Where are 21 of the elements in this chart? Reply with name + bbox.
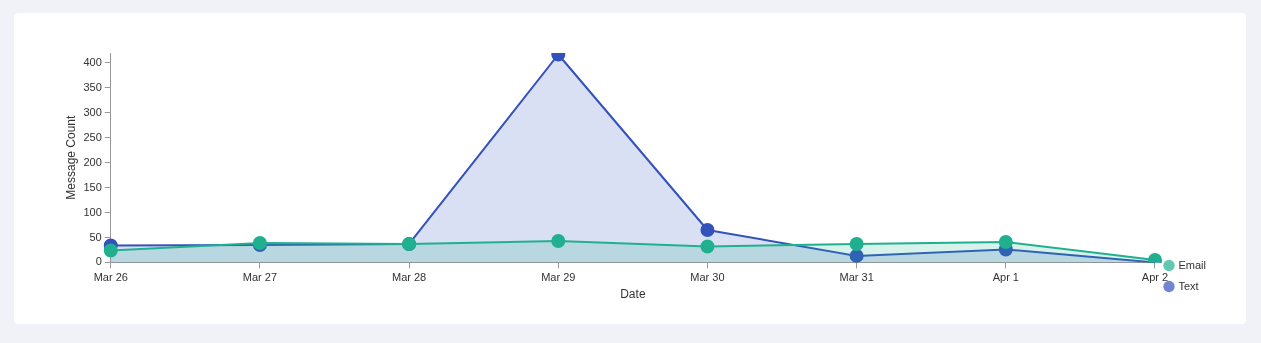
x-tick-label: Mar 30 [690,271,725,284]
y-axis-title: Message Count [63,115,78,200]
y-tick-label: 100 [83,205,102,218]
y-tick-label: 400 [83,56,102,68]
y-tick-label: 350 [83,80,102,93]
x-tick-label: Apr 2 [1141,271,1169,284]
y-tick-label: 50 [89,230,102,243]
y-tick-label: 0 [95,255,102,268]
x-tick-label: Mar 31 [839,271,874,284]
x-tick-label: Mar 27 [242,271,278,284]
x-tick-label: Mar 28 [391,271,427,284]
y-tick-label: 150 [83,180,102,193]
y-tick-label: 300 [83,105,102,118]
x-axis-title: Date [620,287,646,302]
x-tick-label: Apr 1 [992,271,1019,284]
legend-label: Email [1178,258,1207,271]
y-tick-label: 200 [83,155,102,168]
legend-label: Text [1178,279,1199,292]
x-tick-label: Mar 26 [93,271,128,284]
x-tick-label: Mar 29 [541,271,576,284]
y-tick-label: 250 [83,130,102,143]
